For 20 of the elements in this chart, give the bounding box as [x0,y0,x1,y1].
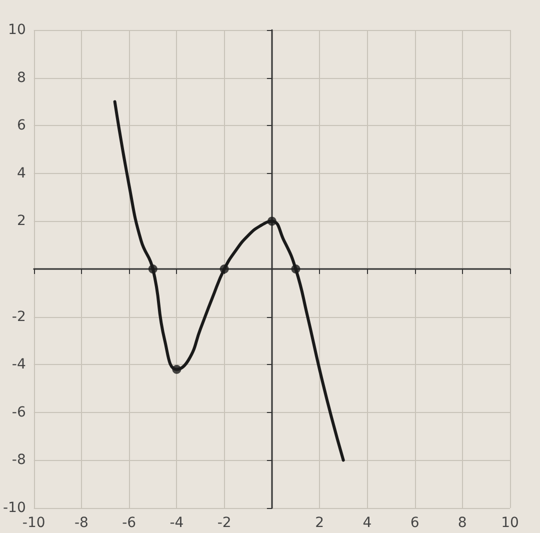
x-tick-label: -4 [170,515,184,531]
line-series [113,100,345,462]
x-tick-label: 6 [410,515,420,531]
x-tick-label: -2 [217,515,232,531]
y-tick-label: 10 [8,22,26,38]
y-tick-label: -6 [12,404,26,420]
y-tick-label: 4 [16,165,26,182]
x-tick-label: 10 [501,515,519,531]
x-tick-label: -6 [122,515,136,531]
y-tick-label: 2 [16,213,26,230]
x-tick-label: 8 [458,515,467,531]
y-tick-label: 8 [16,70,26,86]
y-tick-label: -2 [12,308,26,325]
y-tick-label: -8 [12,452,26,468]
y-tick-label: -4 [12,356,26,373]
y-tick-label: 6 [16,118,26,134]
x-tick-label: 4 [362,515,372,531]
x-tick-label: -8 [74,515,88,531]
y-tick-label: -10 [2,500,26,516]
x-tick-label: 2 [315,515,324,531]
